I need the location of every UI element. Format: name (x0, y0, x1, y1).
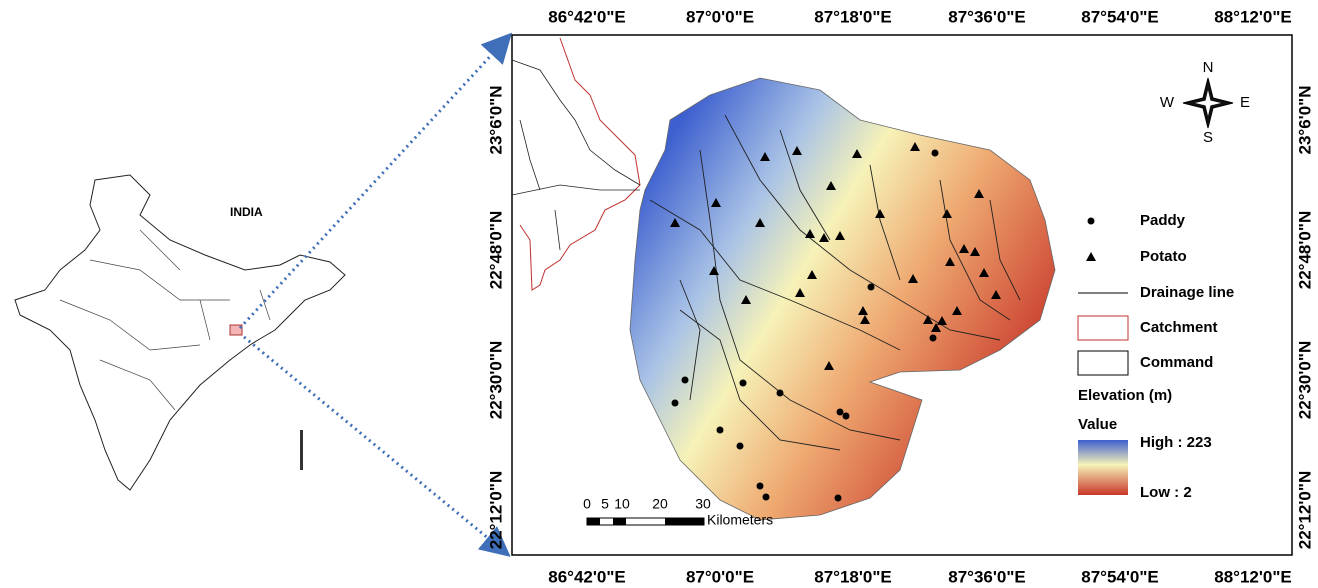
legend-subtitle: Value (1078, 416, 1117, 433)
paddy-site (930, 335, 937, 342)
lon-label: 87°54'0"E (1081, 7, 1159, 26)
lon-label: 87°0'0"E (686, 7, 754, 26)
compass-w: W (1160, 94, 1175, 111)
inset-label: INDIA (230, 205, 263, 219)
island-marks (300, 430, 303, 470)
lat-label: 22°48'0"N (1295, 211, 1314, 289)
legend-label: Potato (1140, 248, 1187, 265)
lat-label: 23°6'0"N (486, 86, 505, 155)
lon-label: 86°42'0"E (548, 567, 626, 586)
page: INDIA Paddy Potato Drainage line Catchme… (0, 0, 1318, 588)
scale-tick-label: 0 (583, 496, 591, 512)
compass-s: S (1203, 129, 1213, 146)
scale-tick-label: 20 (652, 496, 668, 512)
lon-label: 87°36'0"E (948, 567, 1026, 586)
lon-label: 87°0'0"E (686, 567, 754, 586)
scale-tick-label: 10 (614, 496, 630, 512)
paddy-site (757, 483, 764, 490)
paddy-site (737, 443, 744, 450)
compass-n: N (1203, 59, 1214, 76)
legend-label: Command (1140, 354, 1213, 371)
paddy-site (717, 427, 724, 434)
paddy-site (777, 390, 784, 397)
lon-label: 88°12'0"E (1214, 567, 1292, 586)
lat-label: 22°12'0"N (486, 471, 505, 549)
paddy-site (835, 495, 842, 502)
elevation-ramp (1078, 440, 1128, 495)
lon-label: 87°54'0"E (1081, 567, 1159, 586)
lon-label: 86°42'0"E (548, 7, 626, 26)
compass-e: E (1240, 94, 1250, 111)
legend-label: Drainage line (1140, 284, 1234, 301)
lat-label: 22°30'0"N (1295, 341, 1314, 419)
zoom-line (244, 337, 506, 553)
lat-label: 22°48'0"N (486, 211, 505, 289)
lon-label: 88°12'0"E (1214, 7, 1292, 26)
legend-label: Catchment (1140, 319, 1218, 336)
scale-tick-label: 30 (695, 496, 711, 512)
scale-bar-segment (587, 518, 600, 525)
paddy-site (868, 284, 875, 291)
legend-high: High : 223 (1140, 434, 1212, 451)
paddy-site (837, 409, 844, 416)
legend-label: Paddy (1140, 212, 1186, 229)
legend-title: Elevation (m) (1078, 387, 1172, 404)
scale-bar-segment (613, 518, 626, 525)
lat-label: 23°6'0"N (1295, 86, 1314, 155)
scale-unit: Kilometers (707, 512, 773, 528)
india-outline (15, 175, 345, 490)
paddy-site (843, 413, 850, 420)
paddy-site (932, 150, 939, 157)
legend-low: Low : 2 (1140, 484, 1192, 501)
paddy-site (763, 494, 770, 501)
scale-bar-segment (665, 518, 704, 525)
paddy-site (682, 377, 689, 384)
paddy-site (740, 380, 747, 387)
lon-label: 87°36'0"E (948, 7, 1026, 26)
legend-paddy-symbol (1088, 218, 1095, 225)
scale-tick-label: 5 (601, 496, 609, 512)
figure: INDIA Paddy Potato Drainage line Catchme… (0, 0, 1318, 588)
lat-label: 22°30'0"N (486, 341, 505, 419)
lat-label: 22°12'0"N (1295, 471, 1314, 549)
paddy-site (672, 400, 679, 407)
lon-label: 87°18'0"E (814, 567, 892, 586)
lon-label: 87°18'0"E (814, 7, 892, 26)
